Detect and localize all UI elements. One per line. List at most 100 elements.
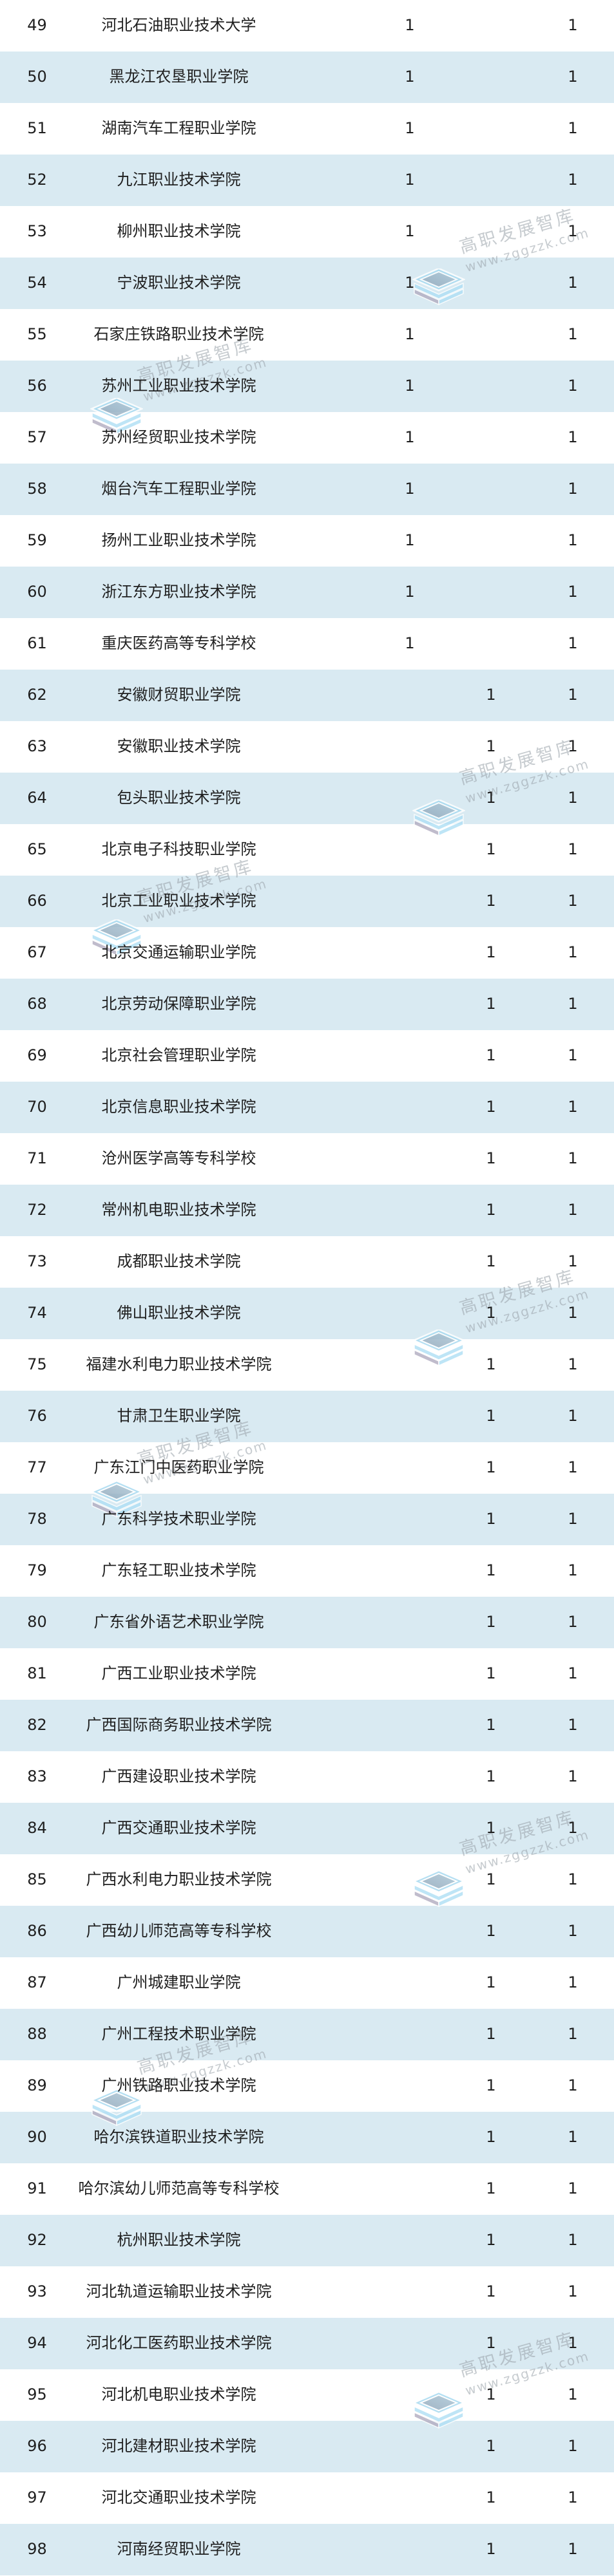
cell-school-name: 杭州职业技术学院	[117, 2231, 241, 2250]
cell-school-name: 河北轨道运输职业技术学院	[86, 2282, 272, 2301]
cell-award-col3: 1	[568, 2025, 578, 2044]
cell-award-col2: 1	[486, 892, 496, 910]
cell-award-col2: 1	[486, 1098, 496, 1116]
cell-award-col2: 1	[486, 1922, 496, 1941]
cell-school-name: 河北化工医药职业技术学院	[86, 2334, 272, 2353]
cell-award-col3: 1	[568, 1407, 578, 1425]
cell-award-col3: 1	[568, 2334, 578, 2353]
cell-school-name: 广州铁路职业技术学院	[101, 2076, 256, 2095]
cell-award-col3: 1	[568, 1252, 578, 1271]
cell-school-name: 苏州经贸职业技术学院	[101, 428, 256, 447]
cell-award-col2: 1	[486, 1767, 496, 1786]
cell-rank: 73	[27, 1252, 47, 1271]
cell-award-col1: 1	[405, 68, 415, 86]
table-row: 98 河南经贸职业学院 1 1	[0, 2524, 614, 2575]
cell-rank: 90	[27, 2128, 47, 2147]
cell-award-col1: 1	[405, 634, 415, 653]
table-row: 71 沧州医学高等专科学校 1 1	[0, 1133, 614, 1185]
table-row: 54 宁波职业技术学院 1 1	[0, 258, 614, 309]
cell-rank: 54	[27, 274, 47, 292]
table-row: 86 广西幼儿师范高等专科学校 1 1	[0, 1906, 614, 1957]
cell-award-col3: 1	[568, 1458, 578, 1477]
table-row: 90 哈尔滨铁道职业技术学院 1 1	[0, 2112, 614, 2163]
cell-rank: 78	[27, 1510, 47, 1528]
cell-rank: 52	[27, 171, 47, 189]
cell-rank: 83	[27, 1767, 47, 1786]
cell-award-col1: 1	[405, 325, 415, 344]
cell-school-name: 北京劳动保障职业学院	[101, 995, 256, 1013]
table-row: 67 北京交通运输职业学院 1 1	[0, 927, 614, 979]
cell-award-col1: 1	[405, 531, 415, 550]
table-row: 58 烟台汽车工程职业学院 1 1	[0, 464, 614, 515]
table-row: 63 安徽职业技术学院 1 1	[0, 721, 614, 773]
cell-rank: 85	[27, 1870, 47, 1889]
cell-rank: 59	[27, 531, 47, 550]
table-row: 95 河北机电职业技术学院 1 1	[0, 2369, 614, 2421]
table-row: 50 黑龙江农垦职业学院 1 1	[0, 52, 614, 103]
cell-rank: 97	[27, 2488, 47, 2507]
table-row: 91 哈尔滨幼儿师范高等专科学校 1 1	[0, 2163, 614, 2215]
cell-rank: 61	[27, 634, 47, 653]
cell-school-name: 佛山职业技术学院	[117, 1304, 241, 1322]
cell-school-name: 宁波职业技术学院	[117, 274, 241, 292]
cell-award-col1: 1	[405, 171, 415, 189]
cell-school-name: 北京社会管理职业学院	[101, 1046, 256, 1065]
cell-school-name: 黑龙江农垦职业学院	[109, 68, 249, 86]
cell-rank: 81	[27, 1664, 47, 1683]
table-row: 80 广东省外语艺术职业学院 1 1	[0, 1597, 614, 1648]
cell-school-name: 广东省外语艺术职业学院	[93, 1613, 264, 1631]
cell-school-name: 哈尔滨幼儿师范高等专科学校	[78, 2179, 280, 2198]
cell-rank: 60	[27, 583, 47, 601]
table-row: 64 包头职业技术学院 1 1	[0, 773, 614, 824]
cell-award-col3: 1	[568, 634, 578, 653]
cell-award-col1: 1	[405, 119, 415, 138]
table-row: 72 常州机电职业技术学院 1 1	[0, 1185, 614, 1236]
cell-rank: 64	[27, 789, 47, 807]
table-row: 73 成都职业技术学院 1 1	[0, 1236, 614, 1288]
cell-award-col3: 1	[568, 274, 578, 292]
cell-rank: 95	[27, 2385, 47, 2404]
cell-school-name: 北京信息职业技术学院	[101, 1098, 256, 1116]
cell-award-col1: 1	[405, 480, 415, 498]
cell-award-col2: 1	[486, 2437, 496, 2456]
table-row: 77 广东江门中医药职业学院 1 1	[0, 1442, 614, 1494]
cell-rank: 55	[27, 325, 47, 344]
cell-rank: 65	[27, 840, 47, 859]
table-row: 88 广州工程技术职业学院 1 1	[0, 2009, 614, 2060]
cell-school-name: 广西交通职业技术学院	[101, 1819, 256, 1838]
cell-school-name: 甘肃卫生职业学院	[117, 1407, 241, 1425]
cell-award-col3: 1	[568, 68, 578, 86]
cell-award-col2: 1	[486, 840, 496, 859]
cell-rank: 82	[27, 1716, 47, 1735]
cell-award-col2: 1	[486, 1510, 496, 1528]
cell-award-col3: 1	[568, 2076, 578, 2095]
cell-rank: 92	[27, 2231, 47, 2250]
cell-award-col2: 1	[486, 1149, 496, 1168]
table-row: 70 北京信息职业技术学院 1 1	[0, 1082, 614, 1133]
cell-rank: 91	[27, 2179, 47, 2198]
cell-award-col3: 1	[568, 1767, 578, 1786]
table-row: 92 杭州职业技术学院 1 1	[0, 2215, 614, 2266]
cell-award-col3: 1	[568, 1716, 578, 1735]
table-row: 61 重庆医药高等专科学校 1 1	[0, 618, 614, 670]
cell-award-col3: 1	[568, 531, 578, 550]
cell-award-col2: 1	[486, 2488, 496, 2507]
cell-award-col2: 1	[486, 1716, 496, 1735]
table-row: 82 广西国际商务职业技术学院 1 1	[0, 1700, 614, 1751]
cell-rank: 66	[27, 892, 47, 910]
cell-award-col2: 1	[486, 1046, 496, 1065]
cell-rank: 88	[27, 2025, 47, 2044]
cell-award-col3: 1	[568, 171, 578, 189]
cell-school-name: 广西水利电力职业技术学院	[86, 1870, 272, 1889]
table-row: 59 扬州工业职业技术学院 1 1	[0, 515, 614, 567]
cell-award-col1: 1	[405, 428, 415, 447]
cell-award-col3: 1	[568, 1870, 578, 1889]
table-row: 53 柳州职业技术学院 1 1	[0, 206, 614, 258]
cell-school-name: 广东轻工职业技术学院	[101, 1561, 256, 1580]
cell-award-col3: 1	[568, 1922, 578, 1941]
cell-award-col3: 1	[568, 686, 578, 704]
cell-rank: 75	[27, 1355, 47, 1374]
table-row: 62 安徽财贸职业学院 1 1	[0, 670, 614, 721]
cell-rank: 58	[27, 480, 47, 498]
